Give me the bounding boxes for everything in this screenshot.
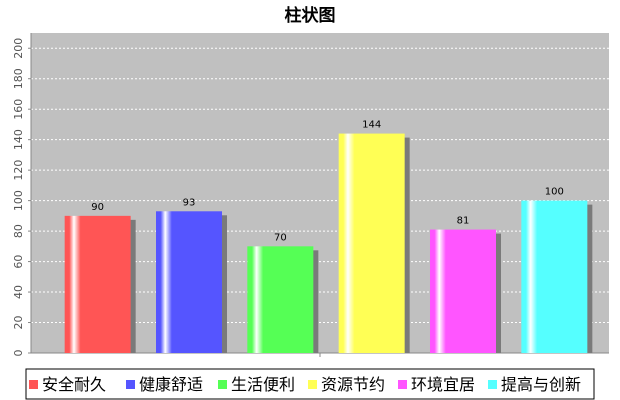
bar-3[interactable]	[247, 246, 314, 353]
legend-item-label: 健康舒适	[139, 375, 203, 394]
legend-swatch	[488, 380, 497, 389]
y-tick-label: 140	[12, 129, 25, 150]
legend-swatch	[29, 380, 38, 389]
legend-swatch	[308, 380, 317, 389]
legend-item-label: 资源节约	[321, 375, 385, 394]
bar-value-label: 93	[183, 197, 196, 208]
bar-value-label: 100	[545, 187, 564, 198]
chart-title: 柱状图	[285, 5, 336, 26]
legend-swatch	[126, 380, 135, 389]
y-tick-label: 120	[12, 160, 25, 181]
y-tick-label: 200	[12, 38, 25, 59]
bar-2[interactable]	[156, 211, 222, 353]
bar-value-label: 90	[91, 202, 104, 213]
bar-value-label: 70	[274, 232, 287, 243]
y-tick-label: 160	[12, 99, 25, 120]
legend-item-label: 提高与创新	[501, 375, 581, 394]
legend-swatch	[398, 380, 407, 389]
bar-value-label: 81	[457, 216, 470, 227]
legend: 安全耐久 健康舒适 生活便利 资源节约 环境宜居 提高与创新	[25, 368, 595, 400]
bar-6[interactable]	[521, 200, 588, 353]
plot-area: 0 20 40 60 80 100 120 140 160 180 200 90 93 70 144 81 10…	[12, 33, 609, 357]
legend-item-label: 环境宜居	[411, 375, 475, 394]
y-tick-label: 20	[12, 316, 25, 330]
y-tick-label: 180	[12, 68, 25, 89]
legend-item-label: 安全耐久	[42, 375, 106, 394]
y-tick-label: 60	[12, 255, 25, 269]
legend-swatch	[218, 380, 227, 389]
bar-value-label: 144	[362, 120, 381, 131]
legend-item-label: 生活便利	[231, 375, 295, 394]
y-tick-label: 0	[12, 350, 25, 357]
bar-4[interactable]	[338, 133, 405, 353]
y-tick-label: 80	[12, 224, 25, 238]
bar-1[interactable]	[64, 215, 131, 353]
y-tick-label: 40	[12, 285, 25, 299]
bar-5[interactable]	[430, 229, 496, 353]
y-tick-label: 100	[12, 190, 25, 211]
